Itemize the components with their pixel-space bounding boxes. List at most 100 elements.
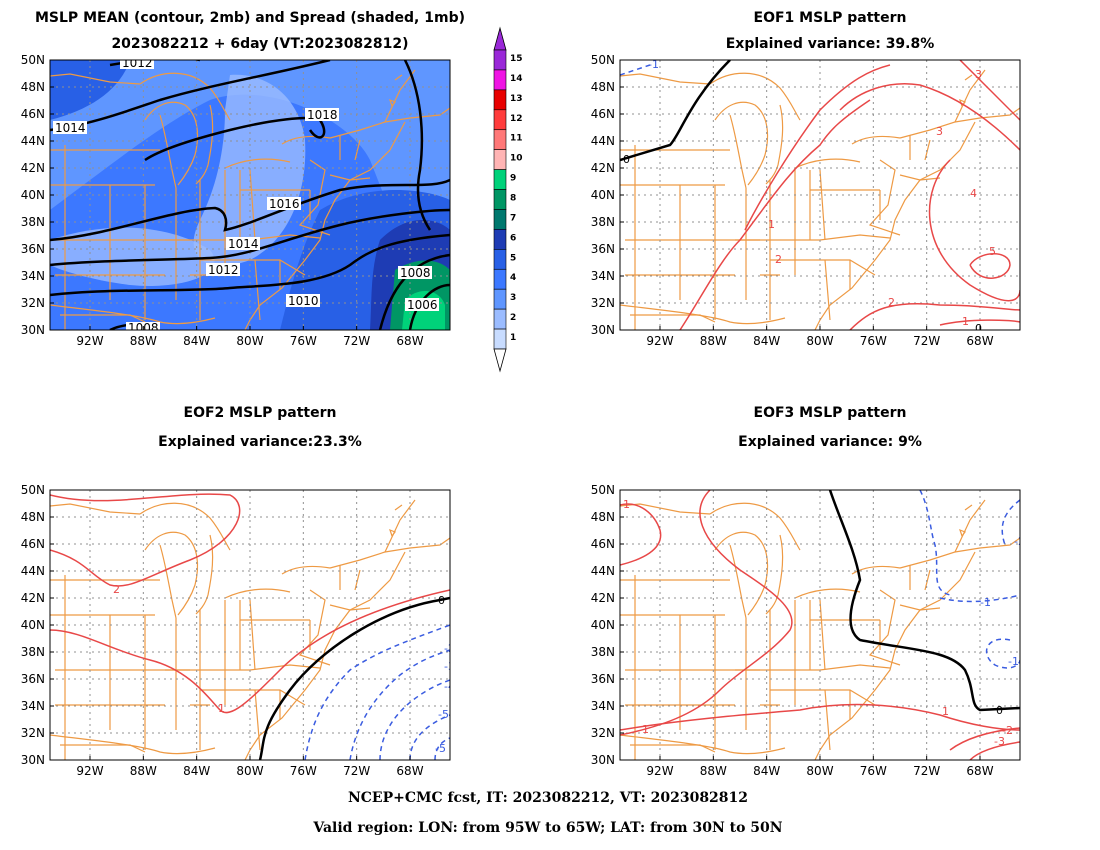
svg-text:0: 0 [996,704,1003,717]
lat-tick-label: 40N [21,618,45,632]
spread-shading-3mb [50,60,450,290]
colorbar-label: 13 [510,94,523,104]
svg-text:-5: -5 [435,742,446,755]
svg-text:1: 1 [962,315,969,328]
svg-text:5: 5 [989,245,996,258]
lat-tick-label: 36N [591,672,615,686]
svg-text:-2: -2 [444,642,455,655]
svg-text:-1: -1 [648,58,659,71]
lon-tick-label: 88W [700,764,727,778]
svg-text:-1: -1 [1008,655,1019,668]
lat-tick-label: 50N [21,53,45,67]
colorbar-swatch [493,129,507,150]
lon-tick-label: 68W [966,334,993,348]
lat-tick-label: 30N [21,753,45,767]
svg-text:1: 1 [218,702,225,715]
mean-panel: MSLP MEAN (contour, 2mb) and Spread (sha… [21,10,465,348]
lat-tick-label: 46N [591,107,615,121]
colorbar-label: 6 [510,233,516,243]
colorbar-swatch [493,169,507,190]
lon-tick-label: 68W [396,334,423,348]
svg-text:1014: 1014 [228,237,259,251]
lat-tick-label: 48N [591,510,615,524]
lat-tick-label: 36N [591,242,615,256]
colorbar-label: 7 [510,213,516,223]
eof3-panel: EOF3 MSLP pattern Explained variance: 9% [591,405,1025,778]
eof3-contours [620,490,1020,760]
colorbar-swatch [493,189,507,210]
colorbar-label: 5 [510,253,516,263]
lon-tick-label: 80W [236,334,263,348]
lon-tick-label: 84W [753,334,780,348]
lon-tick-label: 68W [966,764,993,778]
svg-text:1: 1 [623,498,630,511]
lat-tick-label: 38N [591,645,615,659]
colorbar-swatch [493,249,507,270]
eof3-title: EOF3 MSLP pattern [754,405,907,421]
lon-tick-label: 92W [646,764,673,778]
colorbar-label: 8 [510,193,516,203]
svg-text:0: 0 [623,153,630,166]
lat-tick-label: 46N [21,537,45,551]
lon-tick-label: 68W [396,764,423,778]
lon-tick-label: 72W [343,764,370,778]
lat-tick-label: 34N [591,699,615,713]
lat-tick-label: 32N [21,296,45,310]
lon-tick-label: 76W [860,334,887,348]
lon-tick-label: 92W [646,334,673,348]
lat-tick-label: 32N [21,726,45,740]
colorbar-label: 15 [510,54,523,64]
lat-tick-label: 46N [21,107,45,121]
svg-text:0: 0 [438,594,445,607]
lat-tick-label: 48N [591,80,615,94]
eof2-subtitle: Explained variance:23.3% [158,434,362,450]
lat-tick-label: 40N [21,188,45,202]
eof2-panel: EOF2 MSLP pattern Explained variance:23.… [21,405,455,778]
spread-colorbar: 15 14 13 12 11 10 9 8 7 6 5 4 3 2 1 [493,26,523,373]
svg-text:-2: -2 [1014,535,1025,548]
colorbar-swatch [493,229,507,250]
lat-tick-label: 34N [21,269,45,283]
colorbar-swatch [493,149,507,170]
lat-tick-label: 42N [21,591,45,605]
lat-tick-label: 30N [591,753,615,767]
svg-text:4: 4 [970,187,977,200]
svg-text:1: 1 [942,705,949,718]
lat-tick-label: 44N [591,134,615,148]
colorbar-swatch [493,109,507,131]
svg-text:1018: 1018 [307,108,338,122]
lon-tick-label: 72W [343,334,370,348]
lon-tick-label: 76W [290,334,317,348]
lat-tick-label: 32N [591,296,615,310]
svg-text:1014: 1014 [55,121,86,135]
svg-text:1010: 1010 [288,294,319,308]
lon-tick-label: 80W [806,334,833,348]
lat-tick-label: 46N [591,537,615,551]
svg-text:1: 1 [642,723,649,736]
colorbar-swatch [493,328,507,350]
svg-text:2: 2 [113,583,120,596]
lat-tick-label: 30N [591,323,615,337]
eof2-title: EOF2 MSLP pattern [184,405,337,421]
lon-tick-label: 92W [76,764,103,778]
lat-tick-label: 42N [21,161,45,175]
svg-text:1016: 1016 [269,197,300,211]
footer-forecast-info: NCEP+CMC fcst, IT: 2023082212, VT: 20230… [348,790,748,806]
lon-tick-label: 88W [130,764,157,778]
svg-text:1012: 1012 [208,263,239,277]
lat-tick-label: 44N [591,564,615,578]
svg-text:1012: 1012 [122,56,153,70]
mean-title: MSLP MEAN (contour, 2mb) and Spread (sha… [35,10,465,26]
lat-tick-label: 34N [21,699,45,713]
svg-text:-5: -5 [438,708,449,721]
svg-text:-3: -3 [444,660,455,673]
eof1-title: EOF1 MSLP pattern [754,10,907,26]
svg-text:2: 2 [775,253,782,266]
lon-tick-label: 92W [76,334,103,348]
lon-tick-label: 80W [236,764,263,778]
lon-tick-label: 84W [753,764,780,778]
eof3-contour-labels: 1 -2 -1 -1 0 1 1 -2 -3 [623,498,1025,748]
svg-text:1008: 1008 [128,321,159,335]
mslp-contour-labels: 1012 1014 1018 1016 1014 1012 1010 1008 … [53,56,439,335]
